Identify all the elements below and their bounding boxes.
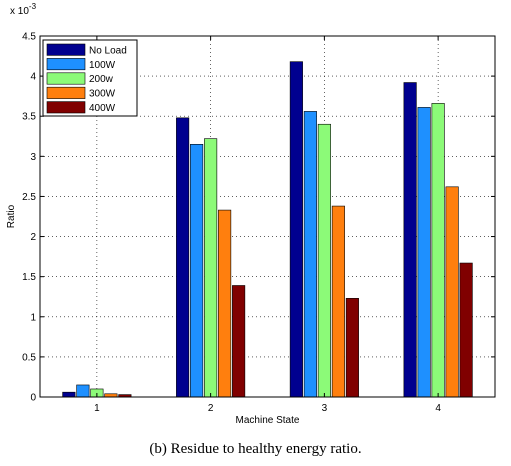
legend-label: 400W — [89, 103, 116, 114]
bar — [459, 262, 473, 398]
y-multiplier-exponent: -3 — [29, 2, 37, 11]
y-tick-label: 1.5 — [22, 272, 36, 283]
y-tick-label: 2.5 — [22, 192, 36, 203]
y-tick-label: 1 — [30, 312, 36, 323]
y-tick-label: 3.5 — [22, 112, 36, 123]
legend-swatch — [46, 72, 86, 85]
legend-label: 200w — [89, 74, 114, 85]
bar — [190, 144, 204, 398]
y-tick-label: 4 — [30, 72, 36, 83]
bars — [62, 61, 473, 398]
x-axis-label: Machine State — [236, 415, 300, 426]
bar — [289, 61, 303, 398]
x-tick-label: 1 — [94, 403, 100, 414]
axis-ticks: 0 0.5 1 1.5 2 2.5 3 3.5 4 4.5 1 2 3 4 — [22, 32, 495, 414]
bar — [317, 123, 331, 398]
legend-label: 100W — [89, 60, 116, 71]
legend-swatch — [46, 43, 86, 56]
y-tick-label: 0 — [30, 393, 36, 404]
bar — [176, 117, 190, 398]
legend-swatch — [46, 58, 86, 71]
y-multiplier-base: x 10 — [10, 6, 29, 17]
bar — [403, 82, 417, 398]
bar — [417, 107, 431, 398]
bar — [445, 186, 459, 398]
legend: No Load 100W 200w 300W 400W — [42, 39, 138, 117]
bar — [331, 205, 345, 398]
bar — [303, 111, 317, 398]
bar-chart: 0 0.5 1 1.5 2 2.5 3 3.5 4 4.5 1 2 3 4 x 10-3 Machine … — [6, 2, 496, 426]
y-multiplier-label: x 10-3 — [10, 2, 37, 17]
legend-swatch — [46, 101, 86, 114]
y-tick-label: 0.5 — [22, 352, 36, 363]
bar — [204, 138, 218, 398]
bar — [232, 285, 246, 398]
bar — [76, 384, 90, 398]
bar — [431, 103, 445, 398]
x-tick-label: 3 — [322, 403, 328, 414]
bar — [345, 298, 359, 398]
plot-frame — [39, 35, 496, 398]
x-tick-label: 4 — [435, 403, 441, 414]
x-tick-label: 2 — [208, 403, 214, 414]
bar — [218, 209, 232, 398]
y-tick-label: 4.5 — [22, 32, 36, 43]
legend-label: No Load — [89, 45, 127, 56]
legend-swatch — [46, 86, 86, 99]
y-axis-label: Ratio — [6, 204, 17, 228]
figure-caption: (b) Residue to healthy energy ratio. — [149, 441, 362, 457]
legend-label: 300W — [89, 89, 116, 100]
y-tick-label: 2 — [30, 232, 36, 243]
y-tick-label: 3 — [30, 152, 36, 163]
bar — [62, 391, 76, 398]
